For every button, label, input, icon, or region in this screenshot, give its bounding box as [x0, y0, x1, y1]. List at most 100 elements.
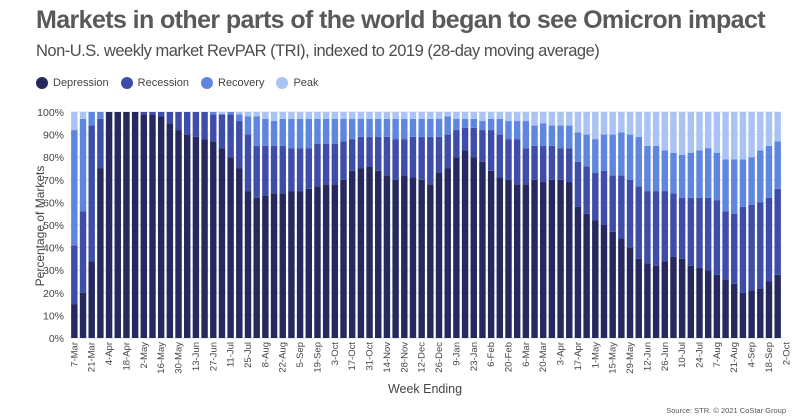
- bar-segment-peak: [270, 112, 278, 122]
- bar-segment-peak: [496, 112, 504, 119]
- bar-segment-recession: [696, 197, 703, 268]
- x-tick-label: 23-Jan: [469, 342, 480, 371]
- bar-segment-peak: [71, 112, 78, 131]
- bar-segment-recovery: [722, 159, 729, 212]
- bar-segment-depression: [479, 161, 486, 338]
- bars: [71, 112, 781, 339]
- bar-segment-peak: [383, 112, 391, 119]
- x-tick-label: 28-Nov: [399, 342, 410, 373]
- bar-segment-peak: [678, 112, 686, 155]
- bar-segment-peak: [644, 112, 651, 146]
- bar-segment-depression: [305, 188, 312, 338]
- bar-segment-recession: [704, 197, 712, 271]
- bar-segment-depression: [201, 139, 208, 338]
- bar-segment-peak: [583, 112, 590, 135]
- legend: Depression Recession Recovery Peak: [36, 77, 319, 89]
- bar-segment-recovery: [314, 118, 321, 144]
- bar-segment-peak: [288, 112, 295, 119]
- x-tick-label: 18-Sep: [764, 342, 775, 373]
- bar-segment-depression: [383, 175, 391, 338]
- bar-segment-peak: [670, 112, 677, 153]
- bar-segment-recession: [79, 211, 87, 293]
- bar-segment-recession: [288, 148, 295, 192]
- bar-segment-depression: [522, 184, 530, 338]
- bar-segment-recovery: [635, 136, 642, 187]
- bar-segment-peak: [566, 112, 573, 126]
- bar-segment-peak: [765, 112, 773, 146]
- bar-segment-recovery: [661, 150, 668, 192]
- bar-segment-depression: [105, 112, 113, 338]
- bar-segment-peak: [435, 112, 443, 119]
- bar-segment-peak: [661, 112, 668, 151]
- bar-segment-recovery: [366, 118, 373, 137]
- bar-segment-recovery: [574, 132, 582, 162]
- bar-segment-recovery: [262, 118, 269, 146]
- bar-segment-recovery: [583, 134, 590, 167]
- bar-segment-depression: [279, 193, 286, 338]
- x-tick-label: 20-Mar: [538, 342, 549, 372]
- x-tick-label: 17-Oct: [347, 342, 358, 371]
- x-tick-label: 5-Sep: [295, 342, 306, 367]
- legend-label-recession: Recession: [137, 77, 189, 89]
- bar-segment-recovery: [713, 152, 721, 201]
- bar-segment-depression: [427, 184, 434, 338]
- bar-segment-recovery: [444, 116, 451, 135]
- source-note: Source: STR. © 2021 CoStar Group: [666, 406, 786, 415]
- bar-segment-recovery: [305, 118, 312, 149]
- bar-segment-peak: [348, 112, 356, 119]
- bar-segment-recession: [427, 136, 434, 185]
- bar-segment-peak: [262, 112, 269, 119]
- bar-segment-recovery: [331, 118, 339, 144]
- bar-segment-peak: [461, 112, 469, 119]
- bar-segment-recession: [652, 191, 660, 266]
- bar-segment-recovery: [88, 112, 95, 126]
- bar-segment-recession: [435, 136, 443, 174]
- x-tick-label: 26-Dec: [434, 342, 445, 373]
- x-tick-label: 2-Oct: [781, 342, 792, 366]
- bar-segment-peak: [609, 112, 616, 135]
- bar-segment-peak: [479, 112, 486, 122]
- bar-segment-recovery: [626, 134, 634, 180]
- bar-segment-recovery: [340, 118, 347, 142]
- bar-segment-depression: [244, 191, 252, 338]
- bar-segment-recovery: [383, 118, 391, 137]
- bar-segment-peak: [557, 112, 564, 126]
- bar-segment-depression: [314, 186, 321, 338]
- bar-segment-depression: [496, 177, 504, 338]
- x-tick-label: 24-Jul: [695, 342, 706, 368]
- x-tick-label: 19-Sep: [313, 342, 324, 373]
- bar-segment-peak: [375, 112, 382, 119]
- bar-segment-recession: [618, 175, 625, 239]
- x-tick-labels: 7-Mar 21-Mar 4-Apr 18-Apr 2-May 16-May 30-May 1…: [69, 342, 800, 374]
- bar-segment-recession: [348, 139, 356, 171]
- bar-segment-peak: [427, 112, 434, 119]
- x-tick-label: 7-Mar: [69, 342, 80, 367]
- x-tick-label: 3-Apr: [556, 342, 567, 365]
- bar-segment-depression: [348, 170, 356, 338]
- bar-segment-peak: [652, 112, 660, 146]
- bar-segment-depression: [401, 175, 408, 338]
- x-tick-label: 17-Apr: [573, 342, 584, 371]
- bar-segment-peak: [513, 112, 521, 122]
- bar-segment-depression: [184, 134, 191, 338]
- bar-segment-recession: [314, 143, 321, 187]
- bar-segment-depression: [635, 258, 642, 338]
- bar-segment-peak: [392, 112, 399, 119]
- bar-segment-recession: [409, 136, 417, 178]
- x-tick-label: 8-Aug: [260, 342, 271, 367]
- x-tick-label: 29-May: [625, 342, 636, 374]
- bar-segment-depression: [748, 290, 755, 338]
- bar-segment-recession: [401, 139, 408, 176]
- bar-segment-depression: [453, 157, 460, 338]
- bar-segment-depression: [71, 304, 78, 338]
- bar-segment-recovery: [409, 118, 417, 137]
- bar-segment-recovery: [557, 125, 564, 149]
- bar-segment-recession: [557, 148, 564, 180]
- x-tick-label: 18-Apr: [121, 342, 132, 371]
- y-tick-label: 80%: [43, 152, 64, 164]
- bar-segment-recession: [600, 170, 608, 225]
- bar-segment-recovery: [71, 130, 78, 246]
- x-tick-label: 7-Aug: [712, 342, 723, 367]
- bar-segment-peak: [548, 112, 556, 126]
